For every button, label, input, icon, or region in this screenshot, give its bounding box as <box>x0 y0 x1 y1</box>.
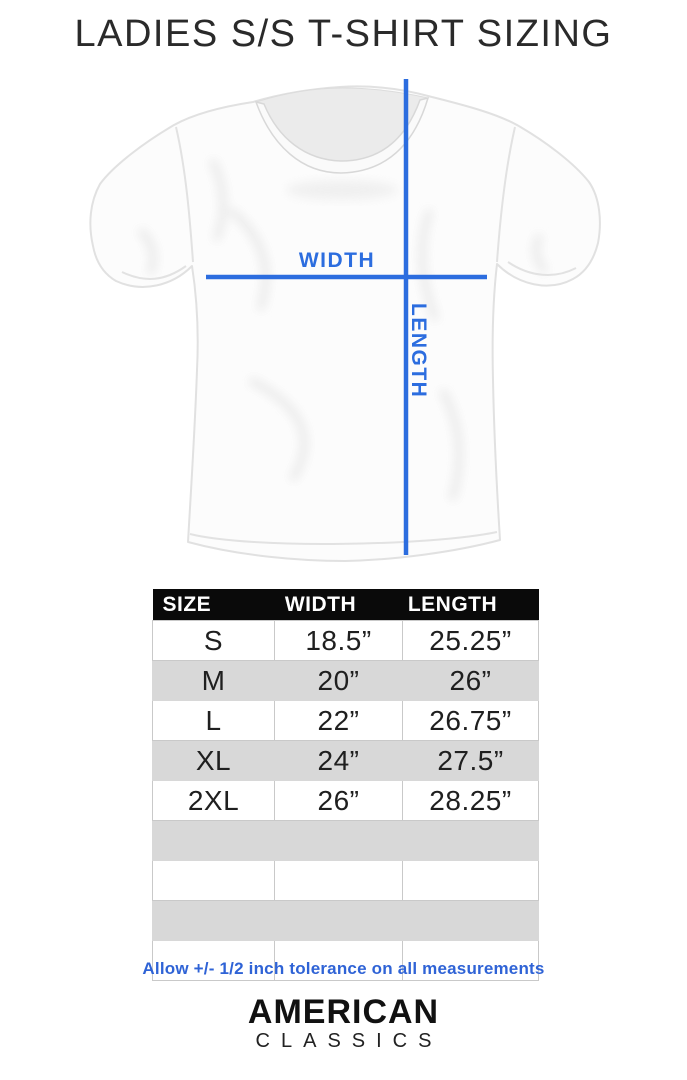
length-label: LENGTH <box>407 303 430 398</box>
size-cell: 2XL <box>152 780 275 821</box>
length-cell <box>402 900 539 941</box>
size-cell <box>152 940 275 981</box>
table-row <box>152 940 539 981</box>
table-row: L 22” 26.75” <box>152 700 539 741</box>
length-cell <box>402 860 539 901</box>
length-cell <box>402 820 539 861</box>
table-row <box>152 860 539 901</box>
width-cell: 22” <box>274 700 403 741</box>
page-title: LADIES S/S T-SHIRT SIZING <box>74 13 613 55</box>
tolerance-note: Allow +/- 1/2 inch tolerance on all meas… <box>142 959 545 978</box>
table-row: S 18.5” 25.25” <box>152 620 539 661</box>
header-width: WIDTH <box>274 589 403 621</box>
size-cell <box>152 860 275 901</box>
length-cell: 28.25” <box>402 780 539 821</box>
table-row: XL 24” 27.5” <box>152 740 539 781</box>
width-label: WIDTH <box>299 249 375 272</box>
size-chart-table: SIZE WIDTH LENGTH S 18.5” 25.25” M 20” 2… <box>152 589 539 981</box>
width-cell: 24” <box>274 740 403 781</box>
width-cell: 18.5” <box>274 620 403 661</box>
width-cell <box>274 820 403 861</box>
width-cell <box>274 860 403 901</box>
brand-name: AMERICAN <box>247 993 440 1031</box>
length-cell: 26.75” <box>402 700 539 741</box>
width-cell: 20” <box>274 660 403 701</box>
table-row: M 20” 26” <box>152 660 539 701</box>
size-cell: L <box>152 700 275 741</box>
size-chart: SIZE WIDTH LENGTH S 18.5” 25.25” M 20” 2… <box>152 589 539 981</box>
length-cell: 26” <box>402 660 539 701</box>
width-cell <box>274 900 403 941</box>
tshirt-illustration <box>89 85 601 562</box>
size-cell <box>152 820 275 861</box>
width-cell <box>274 940 403 981</box>
length-cell: 27.5” <box>402 740 539 781</box>
table-body: S 18.5” 25.25” M 20” 26” L 22” 26.75” XL… <box>152 620 539 981</box>
brand-subname: CLASSICS <box>255 1030 443 1052</box>
length-cell: 25.25” <box>402 620 539 661</box>
size-cell: M <box>152 660 275 701</box>
header-length: LENGTH <box>402 589 539 621</box>
size-cell: S <box>152 620 275 661</box>
length-cell <box>402 940 539 981</box>
table-row <box>152 820 539 861</box>
brand-logo: AMERICAN CLASSICS <box>0 995 687 1051</box>
table-row <box>152 900 539 941</box>
size-cell: XL <box>152 740 275 781</box>
header-size: SIZE <box>152 589 275 621</box>
size-cell <box>152 900 275 941</box>
width-cell: 26” <box>274 780 403 821</box>
table-header-row: SIZE WIDTH LENGTH <box>152 589 539 621</box>
table-row: 2XL 26” 28.25” <box>152 780 539 821</box>
